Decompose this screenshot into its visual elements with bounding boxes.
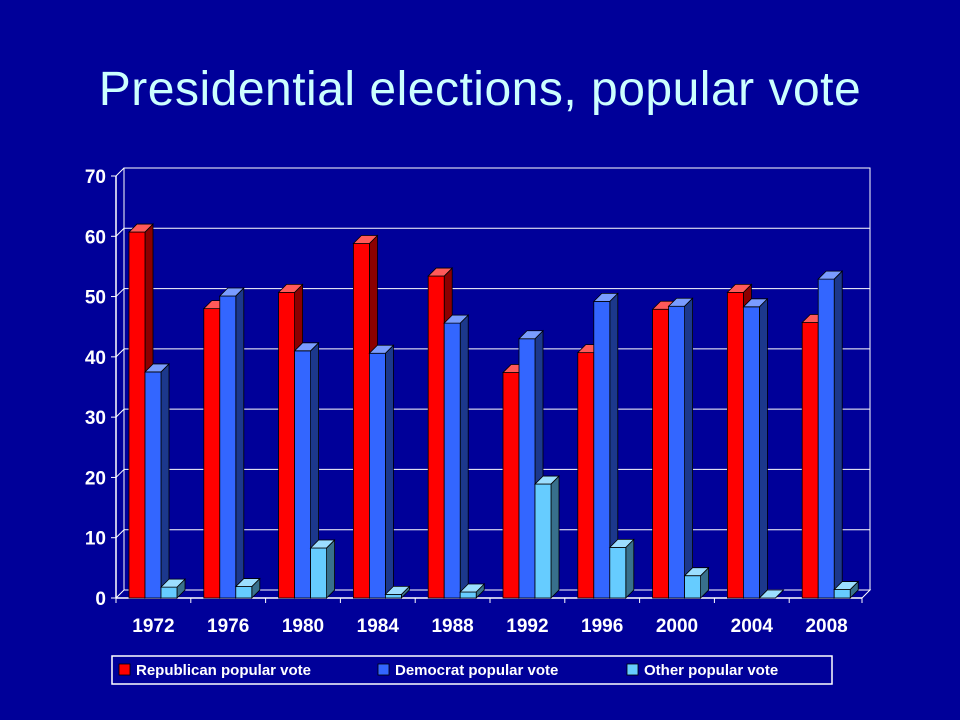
y-tick-label: 20: [85, 468, 106, 489]
bar-1976-other: [235, 586, 253, 599]
bar-2000-democrat: [668, 305, 685, 599]
bar-side: [384, 344, 394, 599]
bar-side: [684, 297, 693, 599]
y-tick-label: 60: [85, 227, 106, 248]
bar-top: [384, 585, 411, 595]
bar-top: [518, 330, 544, 340]
y-tick-label: 30: [85, 408, 106, 429]
gridline-depth: [115, 348, 125, 358]
bar-1980-other: [310, 547, 328, 599]
bar-top: [427, 267, 454, 277]
bar-2008-republican: [801, 322, 819, 599]
bar-side: [759, 297, 768, 599]
x-tick-label: 2008: [805, 616, 847, 637]
bar-top: [683, 567, 710, 577]
x-tick-label: 1992: [506, 616, 548, 637]
bar-1976-democrat: [219, 295, 237, 599]
bar-top: [833, 581, 860, 590]
bar-1996-republican: [577, 352, 595, 599]
bar-1980-republican: [278, 291, 296, 599]
x-tick-label: 2000: [656, 616, 698, 637]
bar-1976-republican: [203, 308, 221, 599]
bar-top: [534, 475, 560, 485]
y-tick-label: 0: [95, 589, 106, 610]
y-tick-label: 70: [85, 167, 106, 188]
bar-top: [742, 298, 769, 308]
bar-1984-democrat: [368, 352, 386, 599]
bar-side: [550, 475, 560, 599]
legend-box: [111, 655, 833, 685]
y-tick-label: 10: [85, 529, 106, 550]
bar-side: [235, 287, 245, 599]
bar-1992-republican: [502, 372, 520, 599]
legend-swatch: [377, 663, 390, 676]
bar-top: [309, 539, 336, 549]
bar-1972-other: [160, 586, 178, 599]
bar-top: [144, 363, 170, 373]
bar-top: [218, 287, 245, 297]
bar-top: [160, 578, 186, 588]
legend-label: Other popular vote: [644, 662, 778, 679]
gridline-depth: [115, 227, 125, 237]
bar-1972-republican: [128, 231, 146, 599]
bar-top: [277, 283, 304, 293]
bar-top: [608, 538, 635, 548]
bar-side: [459, 314, 469, 599]
bar-1996-other: [609, 546, 627, 599]
bar-side: [160, 362, 170, 599]
bar-2008-democrat: [817, 278, 835, 599]
x-tick-label: 1984: [357, 616, 400, 637]
bar-top: [726, 283, 753, 293]
bar-top: [817, 270, 844, 280]
gridline-depth: [115, 167, 125, 177]
gridline-depth: [115, 469, 125, 478]
legend-swatch: [626, 663, 639, 676]
bar-top: [234, 578, 261, 587]
slide-title: Presidential elections, popular vote: [98, 63, 862, 116]
bar-1984-republican: [352, 243, 370, 599]
bar-side: [326, 538, 336, 599]
gridline-depth: [115, 529, 125, 539]
legend-swatch: [118, 663, 131, 676]
bar-1996-democrat: [593, 300, 611, 599]
y-tick-label: 50: [85, 288, 106, 309]
bar-1980-democrat: [294, 350, 312, 599]
bar-top: [459, 583, 486, 593]
bar-top: [293, 342, 320, 352]
bar-top: [128, 223, 154, 233]
bar-1972-democrat: [144, 371, 162, 599]
x-tick-label: 1980: [282, 616, 324, 637]
bar-1992-democrat: [518, 338, 536, 599]
bar-2004-democrat: [743, 306, 760, 599]
bar-top: [667, 297, 694, 307]
x-tick-label: 1972: [132, 616, 174, 637]
legend-label: Democrat popular vote: [395, 662, 558, 679]
bar-top: [592, 292, 619, 302]
x-tick-label: 1988: [431, 616, 473, 637]
bar-side: [833, 270, 843, 599]
legend-label: Republican popular vote: [136, 662, 311, 679]
bar-1988-other: [459, 591, 477, 599]
bar-2004-republican: [727, 291, 744, 599]
bar-2000-other: [684, 575, 701, 599]
bar-2008-other: [833, 589, 851, 599]
bar-1984-other: [384, 593, 402, 599]
x-tick-label: 1976: [207, 616, 249, 637]
bar-1988-democrat: [443, 322, 461, 599]
bar-top: [443, 314, 470, 324]
x-tick-label: 2004: [731, 616, 774, 637]
bar-1992-other: [534, 483, 552, 599]
bar-top: [758, 589, 785, 599]
y-tick-label: 40: [85, 348, 106, 369]
bar-1988-republican: [427, 275, 445, 599]
x-tick-label: 1996: [581, 616, 623, 637]
gridline-depth: [115, 408, 125, 418]
bar-top: [368, 344, 395, 354]
bar-side: [625, 538, 635, 599]
bar-2000-republican: [652, 308, 669, 599]
gridline-depth: [115, 288, 125, 297]
bar-top: [352, 235, 379, 244]
